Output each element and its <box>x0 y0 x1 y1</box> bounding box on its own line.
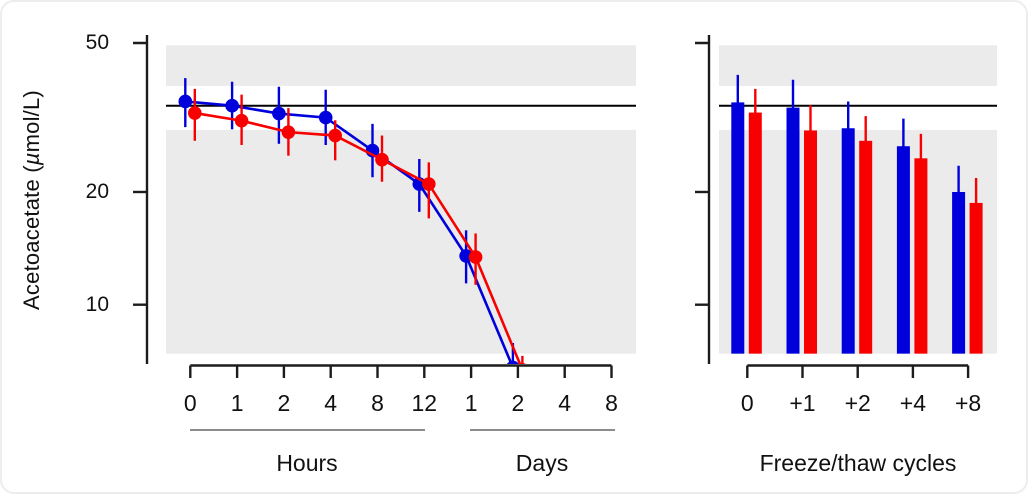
mu-symbol: µ <box>19 152 44 166</box>
y-axis-title-pre: Acetoacetate ( <box>19 165 44 310</box>
bar-blue <box>896 146 910 354</box>
y-axis-title: Acetoacetate (µmol/L) <box>19 90 45 310</box>
bars-blue <box>731 74 966 354</box>
bars-red <box>748 88 983 354</box>
series-blue-marker <box>507 360 519 364</box>
series-red-marker <box>328 128 343 143</box>
days-axis-label: Days <box>515 450 569 476</box>
bar-red <box>804 130 817 354</box>
freeze-thaw-axis-label: Freeze/thaw cycles <box>759 450 957 476</box>
bar-blue <box>952 191 966 354</box>
series-blue-marker <box>225 98 239 113</box>
bar-red <box>969 202 983 354</box>
series-red-marker <box>375 152 389 167</box>
series-blue-marker <box>272 106 286 121</box>
series-blue-line <box>185 100 513 364</box>
bar-blue <box>841 128 855 354</box>
hours-axis-label: Hours <box>276 450 338 476</box>
bar-red <box>914 158 928 354</box>
series-red-marker <box>518 363 526 364</box>
series-red-marker <box>422 177 436 191</box>
gray-shading-lower <box>166 129 636 354</box>
series-red <box>188 88 526 364</box>
series-red-marker <box>188 106 202 120</box>
series-red-marker <box>281 125 296 139</box>
days-group-underline <box>470 429 615 431</box>
bar-blue <box>786 107 800 354</box>
gray-shading-lower <box>719 129 997 354</box>
gray-shading-upper <box>719 45 997 86</box>
bar-red <box>748 112 762 354</box>
gray-shading-upper <box>166 45 636 86</box>
series-blue-marker <box>178 94 193 109</box>
series-blue-marker <box>318 110 333 125</box>
freeze-thaw-panel <box>695 35 997 378</box>
bar-blue <box>731 102 745 354</box>
series-red-marker <box>234 113 249 128</box>
y-axis-title-post: mol/L) <box>19 90 44 153</box>
hours-group-underline <box>190 429 425 431</box>
bar-red <box>859 140 873 354</box>
series-red-marker <box>468 250 483 264</box>
series-red-line <box>194 111 522 364</box>
time-course-panel <box>133 35 636 378</box>
series-blue <box>178 78 519 364</box>
